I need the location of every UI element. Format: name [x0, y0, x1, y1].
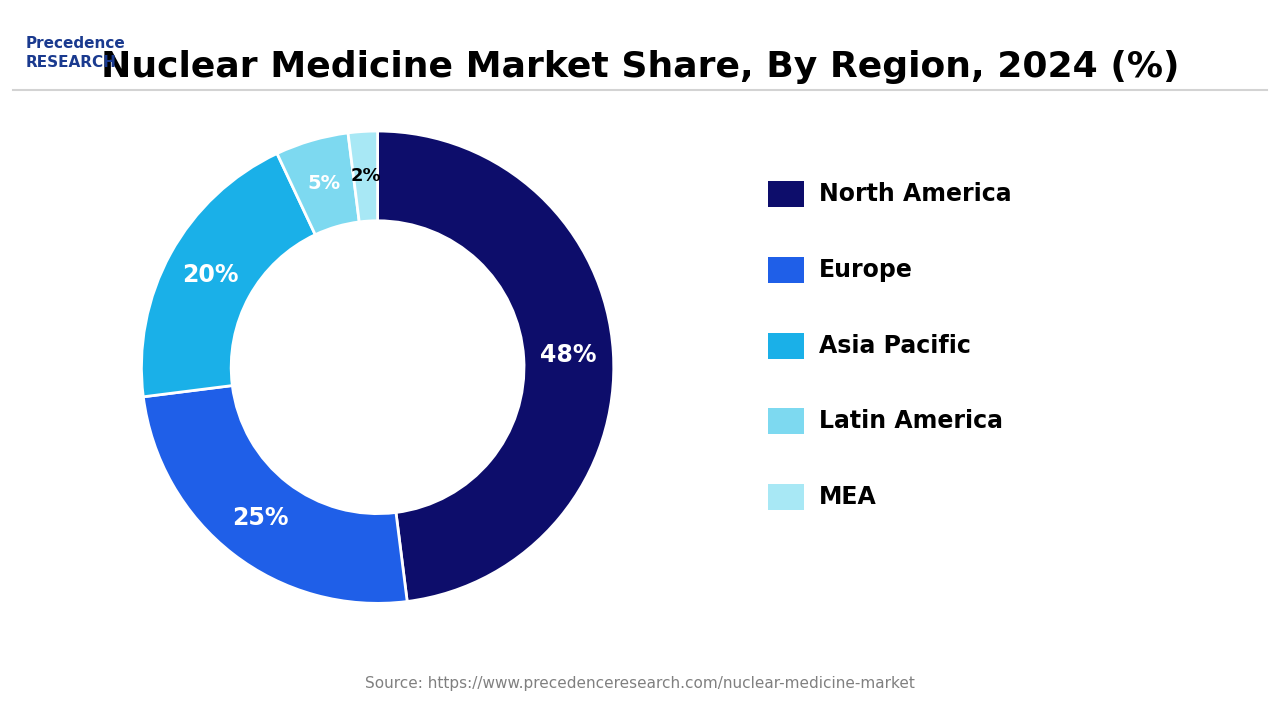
Wedge shape: [142, 153, 315, 397]
Text: North America: North America: [819, 182, 1011, 207]
Wedge shape: [143, 385, 407, 603]
Text: Asia Pacific: Asia Pacific: [819, 333, 972, 358]
Text: 20%: 20%: [182, 263, 238, 287]
Text: Latin America: Latin America: [819, 409, 1004, 433]
Wedge shape: [378, 131, 613, 601]
Text: Precedence
RESEARCH: Precedence RESEARCH: [26, 36, 125, 70]
Text: Europe: Europe: [819, 258, 913, 282]
Text: 25%: 25%: [232, 506, 288, 531]
Text: Source: https://www.precedenceresearch.com/nuclear-medicine-market: Source: https://www.precedenceresearch.c…: [365, 676, 915, 691]
Text: 2%: 2%: [351, 167, 381, 185]
Text: 48%: 48%: [540, 343, 596, 367]
Wedge shape: [276, 133, 360, 235]
Text: 5%: 5%: [307, 174, 340, 193]
Text: Nuclear Medicine Market Share, By Region, 2024 (%): Nuclear Medicine Market Share, By Region…: [101, 50, 1179, 84]
Text: MEA: MEA: [819, 485, 877, 509]
Wedge shape: [348, 131, 378, 222]
